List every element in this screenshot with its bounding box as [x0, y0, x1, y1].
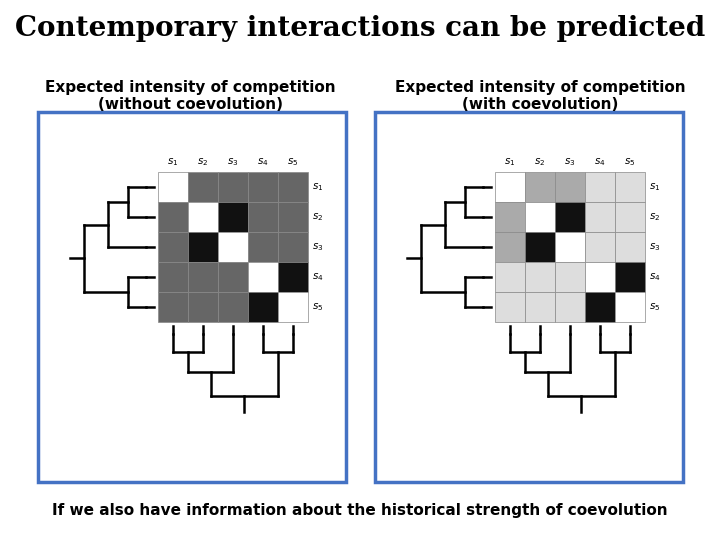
Bar [188, 262, 218, 292]
Bar [248, 262, 278, 292]
Bar [495, 292, 525, 322]
Text: $s_2$: $s_2$ [197, 156, 209, 168]
Bar [278, 232, 308, 262]
Text: $s_4$: $s_4$ [594, 156, 606, 168]
Bar [525, 172, 555, 202]
Bar [555, 292, 585, 322]
Bar [555, 202, 585, 232]
Text: $s_1$: $s_1$ [649, 181, 660, 193]
Bar [555, 232, 585, 262]
Text: $s_1$: $s_1$ [312, 181, 323, 193]
Bar [158, 172, 188, 202]
Text: $s_5$: $s_5$ [649, 301, 660, 313]
Bar [495, 202, 525, 232]
Bar [218, 292, 248, 322]
Bar [248, 172, 278, 202]
Bar [278, 262, 308, 292]
Text: Contemporary interactions can be predicted: Contemporary interactions can be predict… [15, 15, 705, 42]
Text: $s_1$: $s_1$ [167, 156, 179, 168]
Text: $s_4$: $s_4$ [312, 271, 323, 283]
Bar [188, 292, 218, 322]
Text: $s_1$: $s_1$ [504, 156, 516, 168]
Bar [525, 232, 555, 262]
Bar [218, 202, 248, 232]
Bar [375, 112, 683, 482]
Text: $s_5$: $s_5$ [312, 301, 323, 313]
Bar [525, 292, 555, 322]
Bar [525, 262, 555, 292]
Bar [218, 232, 248, 262]
Bar [188, 172, 218, 202]
Bar [585, 292, 615, 322]
Bar [248, 232, 278, 262]
Bar [555, 262, 585, 292]
Bar [218, 262, 248, 292]
Text: If we also have information about the historical strength of coevolution: If we also have information about the hi… [52, 503, 668, 517]
Text: $s_4$: $s_4$ [257, 156, 269, 168]
Text: $s_3$: $s_3$ [564, 156, 576, 168]
Bar [615, 172, 645, 202]
Text: $s_2$: $s_2$ [534, 156, 546, 168]
Text: $s_3$: $s_3$ [649, 241, 660, 253]
Bar [158, 232, 188, 262]
Bar [555, 172, 585, 202]
Bar [615, 292, 645, 322]
Bar [615, 232, 645, 262]
Text: Expected intensity of competition
(with coevolution): Expected intensity of competition (with … [395, 80, 685, 112]
Bar [158, 292, 188, 322]
Bar [585, 262, 615, 292]
Text: $s_2$: $s_2$ [649, 211, 660, 223]
Bar [615, 262, 645, 292]
Bar [248, 202, 278, 232]
Bar [278, 172, 308, 202]
Bar [218, 172, 248, 202]
Bar [615, 202, 645, 232]
Bar [495, 262, 525, 292]
Bar [585, 172, 615, 202]
Bar [158, 202, 188, 232]
Text: $s_3$: $s_3$ [228, 156, 239, 168]
Text: $s_4$: $s_4$ [649, 271, 660, 283]
Bar [278, 202, 308, 232]
Bar [38, 112, 346, 482]
Bar [278, 292, 308, 322]
Text: $s_5$: $s_5$ [287, 156, 299, 168]
Bar [188, 202, 218, 232]
Bar [585, 202, 615, 232]
Text: Expected intensity of competition
(without coevolution): Expected intensity of competition (witho… [45, 80, 336, 112]
Bar [158, 262, 188, 292]
Text: $s_2$: $s_2$ [312, 211, 323, 223]
Bar [585, 232, 615, 262]
Bar [495, 172, 525, 202]
Bar [188, 232, 218, 262]
Bar [248, 292, 278, 322]
Bar [525, 202, 555, 232]
Bar [495, 232, 525, 262]
Text: $s_3$: $s_3$ [312, 241, 323, 253]
Text: $s_5$: $s_5$ [624, 156, 636, 168]
